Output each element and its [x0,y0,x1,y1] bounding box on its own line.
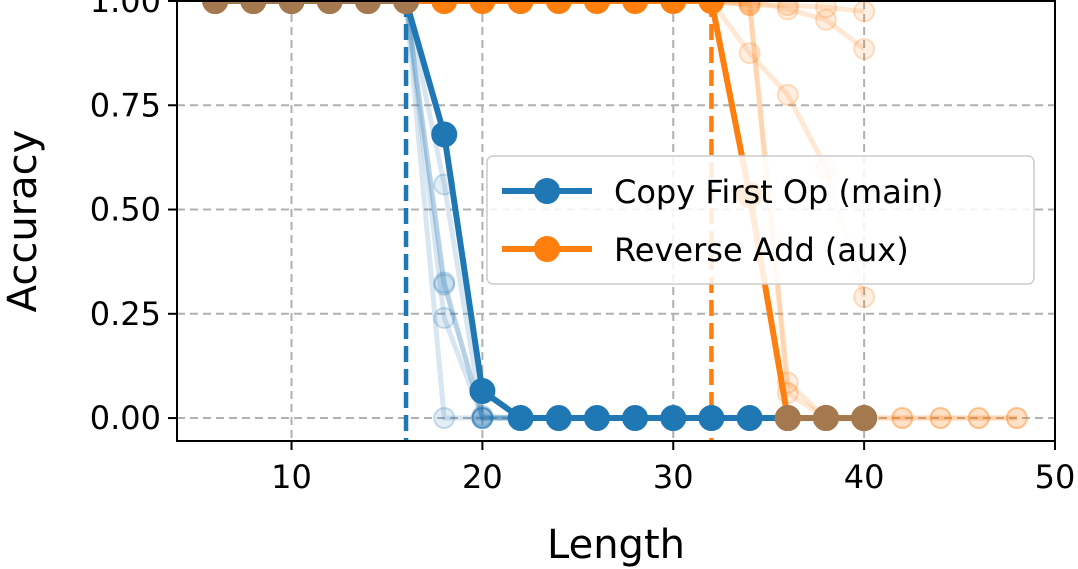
copy-first-op-point [698,405,725,432]
reverse-add-faint-point [853,286,876,309]
copy-first-op-point [583,405,610,432]
reverse-add-faint-point [738,0,761,15]
x-tick-label: 10 [271,458,312,496]
x-tick-label: 20 [462,458,503,496]
reverse-add-faint-point [738,42,761,65]
x-tick-label: 50 [1035,458,1076,496]
axes-frame [176,0,1056,442]
legend-box [486,155,1035,285]
x-tick-label: 30 [653,458,694,496]
copy-first-op-point [622,405,649,432]
copy-first-op-faint-point [471,407,494,430]
reverse-add-faint-point [776,0,799,21]
y-tick-label: 0.75 [90,86,161,124]
copy-first-op-faint-point [471,407,494,430]
legend-swatch-marker-copy-first-op [534,178,560,204]
reverse-add-faint-point [929,407,952,430]
legend-items: Copy First Op (main) Reverse Add (aux) [502,173,943,269]
y-axis-label: Accuracy [0,130,46,313]
reverse-add-faint-point [1005,407,1028,430]
reverse-add-faint-point [776,0,799,17]
copy-first-op-point [469,377,496,404]
legend: Copy First Op (main) Reverse Add (aux) [486,155,1035,285]
y-tick-label: 0.50 [90,191,161,229]
reverse-add-faint-point [929,407,952,430]
copy-first-op-point [507,405,534,432]
overlap-point [812,405,839,432]
copy-first-op-point [431,121,458,148]
y-tick-label: 1.00 [90,0,161,20]
reverse-add-faint-point [967,407,990,430]
y-tick-label: 0.00 [90,399,161,437]
copy-first-op-point [660,405,687,432]
y-axis-ticks: 0.00 0.25 0.50 0.75 1.00 [90,0,177,437]
reverse-add-faint-point [814,8,837,31]
reverse-add-faint-run-line [711,0,865,14]
copy-first-op-faint-point [471,407,494,430]
copy-first-op-faint-point [433,273,456,296]
reverse-add-faint-point [891,407,914,430]
x-tick-label: 40 [844,458,885,496]
reverse-add-faint-point [814,0,837,19]
copy-first-op-faint-point [433,271,456,294]
overlap-point [851,405,878,432]
copy-first-op-point [736,405,763,432]
reverse-add-faint-point [853,0,876,23]
copy-first-op-faint-point [471,404,494,427]
copy-first-op-faint-point [471,407,494,430]
legend-label-reverse-add: Reverse Add (aux) [614,231,909,269]
x-axis-label: Length [547,522,685,568]
overlap-point [774,405,801,432]
reverse-add-faint-point [853,37,876,60]
reverse-add-faint-point [776,83,799,106]
copy-first-op-point [545,405,572,432]
legend-swatch-marker-reverse-add [534,236,560,262]
x-axis-ticks: 10 20 30 40 50 [271,441,1075,496]
y-tick-label: 0.25 [90,295,161,333]
reverse-add-faint-point [738,0,761,17]
reverse-add-faint-point [738,0,761,17]
copy-first-op-faint-point [433,407,456,430]
reverse-add-faint-point [1005,407,1028,430]
reverse-add-faint-point [967,407,990,430]
reverse-add-faint-point [891,407,914,430]
legend-label-copy-first-op: Copy First Op (main) [614,173,943,211]
copy-first-op-faint-point [433,306,456,329]
